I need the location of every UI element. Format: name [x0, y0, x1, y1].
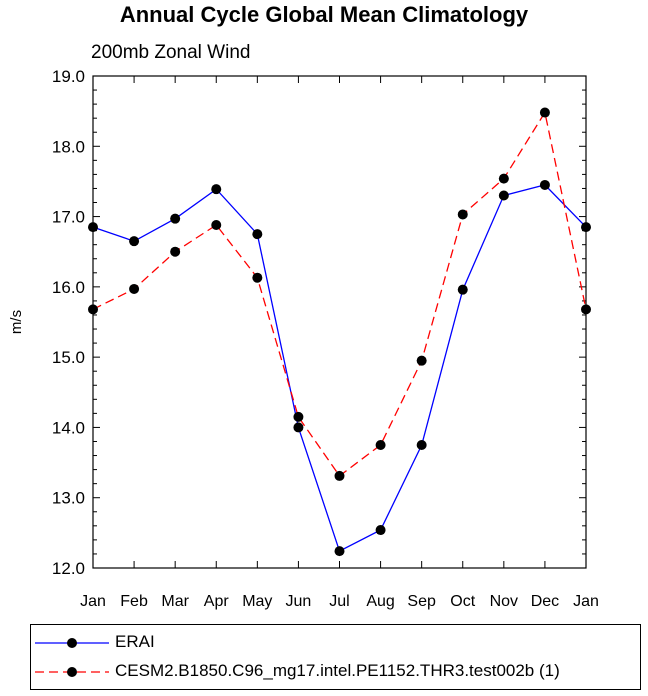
x-tick-label: Feb — [120, 593, 148, 610]
y-tick-label: 14.0 — [52, 418, 85, 437]
data-point-erai — [457, 284, 468, 295]
data-point-erai — [211, 184, 222, 195]
data-point-cesm2 — [498, 173, 509, 184]
chart-title: Annual Cycle Global Mean Climatology — [119, 2, 529, 27]
y-tick-label: 13.0 — [52, 489, 85, 508]
x-tick-label: Jan — [80, 593, 106, 610]
x-tick-label: Oct — [450, 593, 475, 610]
x-tick-label: May — [242, 593, 272, 610]
data-point-cesm2 — [170, 246, 181, 257]
data-point-erai — [581, 222, 591, 233]
data-point-cesm2 — [375, 440, 386, 450]
y-tick-label: 12.0 — [52, 559, 85, 578]
data-point-erai — [498, 190, 509, 201]
series-line-erai — [92, 184, 587, 553]
y-tick-label: 16.0 — [52, 278, 85, 297]
y-tick-label: 17.0 — [52, 208, 85, 227]
data-point-erai — [170, 213, 181, 224]
x-tick-label: Jul — [329, 593, 349, 610]
data-point-cesm2 — [129, 283, 140, 294]
legend: ERAI CESM2.B1850.C96_mg17.intel.PE1152.T… — [30, 624, 641, 690]
data-point-erai — [539, 179, 550, 190]
data-point-erai — [416, 440, 427, 450]
x-tick-label: Dec — [531, 593, 559, 610]
data-point-cesm2 — [539, 107, 550, 118]
legend-label-cesm2: CESM2.B1850.C96_mg17.intel.PE1152.THR3.t… — [115, 661, 560, 680]
data-point-cesm2 — [457, 209, 468, 220]
data-point-cesm2 — [416, 355, 427, 366]
y-tick-label: 19.0 — [52, 67, 85, 86]
data-point-cesm2 — [211, 220, 222, 231]
series-line-cesm2 — [92, 110, 587, 477]
y-axis-label: m/s — [8, 310, 25, 334]
x-tick-label: Apr — [204, 593, 230, 610]
y-tick-label: 18.0 — [52, 137, 85, 156]
legend-swatch-cesm2 — [35, 667, 109, 677]
data-point-cesm2 — [293, 411, 304, 422]
data-point-erai — [293, 422, 304, 433]
legend-swatch-erai — [35, 638, 109, 648]
data-point-erai — [129, 236, 140, 247]
data-point-erai — [334, 546, 345, 557]
data-point-cesm2 — [334, 470, 345, 481]
legend-entry-cesm2: CESM2.B1850.C96_mg17.intel.PE1152.THR3.t… — [31, 658, 640, 686]
x-tick-label: Aug — [366, 593, 394, 610]
data-point-cesm2 — [252, 272, 263, 283]
data-point-cesm2 — [581, 304, 591, 315]
x-tick-label: Mar — [161, 593, 189, 610]
x-tick-label: Jan — [573, 593, 599, 610]
x-tick-label: Jun — [286, 593, 312, 610]
x-tick-label: Sep — [407, 593, 436, 610]
chart-subtitle: 200mb Zonal Wind — [91, 42, 251, 63]
legend-entry-erai: ERAI — [31, 629, 640, 657]
data-point-erai — [252, 229, 263, 240]
plot-frame — [92, 75, 587, 569]
chart-plot: 12.0 13.0 14.0 15.0 16.0 17.0 18.0 19.0 Jan Feb M… — [8, 67, 599, 610]
data-point-erai — [375, 525, 386, 536]
y-tick-label: 15.0 — [52, 348, 85, 367]
data-point-erai — [88, 222, 98, 233]
legend-label-erai: ERAI — [115, 632, 155, 651]
data-point-cesm2 — [88, 304, 98, 315]
x-tick-label: Nov — [490, 593, 518, 610]
